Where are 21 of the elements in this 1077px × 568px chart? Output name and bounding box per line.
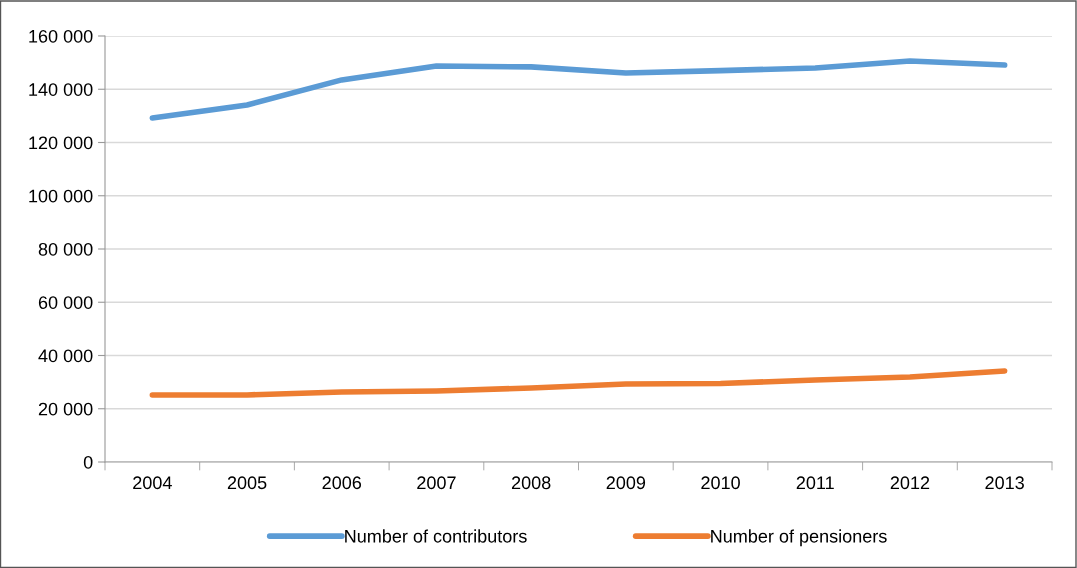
y-tick-label: 60 000	[38, 296, 93, 309]
x-tick-label: 2009	[606, 476, 646, 490]
y-tick-label: 160 000	[29, 29, 93, 43]
x-tick-label: 2008	[511, 476, 551, 490]
legend-label: Number of contributors	[345, 529, 527, 543]
x-tick-label: 2013	[985, 476, 1024, 490]
y-tick-label: 40 000	[38, 349, 93, 363]
x-tick-label: 2005	[227, 476, 267, 490]
legend-label: Number of pensioners	[711, 529, 887, 547]
y-tick-label: 0	[83, 455, 93, 469]
x-tick-label: 2007	[417, 476, 456, 490]
x-tick-label: 2010	[701, 476, 740, 490]
y-tick-label: 100 000	[29, 189, 93, 203]
x-tick-label: 2006	[322, 476, 362, 490]
x-tick-label: 2012	[890, 476, 930, 490]
y-tick-label: 120 000	[29, 136, 93, 150]
x-tick-label: 2004	[133, 476, 172, 490]
y-tick-label: 20 000	[38, 402, 93, 416]
y-tick-label: 140 000	[29, 83, 93, 96]
y-tick-label: 80 000	[38, 242, 93, 256]
x-tick-label: 2011	[796, 476, 834, 490]
